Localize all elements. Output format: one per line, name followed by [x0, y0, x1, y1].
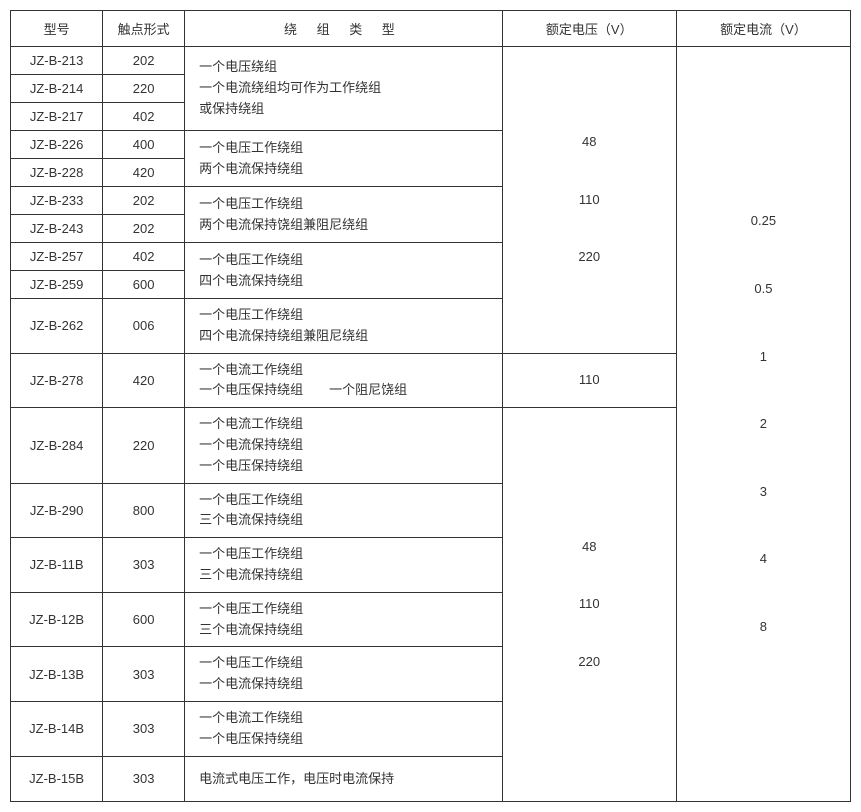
cell-model: JZ-B-278	[11, 353, 103, 408]
header-row: 型号 触点形式 绕 组 类 型 额定电压（V） 额定电流（V）	[11, 11, 851, 47]
cell-model: JZ-B-259	[11, 271, 103, 299]
cell-model: JZ-B-243	[11, 215, 103, 243]
col-header-current: 额定电流（V）	[676, 11, 850, 47]
cell-model: JZ-B-213	[11, 47, 103, 75]
cell-contact: 303	[103, 701, 185, 756]
cell-model: JZ-B-284	[11, 408, 103, 483]
cell-contact: 303	[103, 538, 185, 593]
cell-winding: 一个电压工作绕组三个电流保持绕组	[185, 538, 503, 593]
cell-winding: 一个电压工作绕组三个电流保持绕组	[185, 483, 503, 538]
cell-contact: 800	[103, 483, 185, 538]
cell-winding: 一个电压工作绕组四个电流保持绕组兼阻尼绕组	[185, 299, 503, 354]
cell-winding: 一个电压工作绕组两个电流保持饶组兼阻尼绕组	[185, 187, 503, 243]
cell-model: JZ-B-214	[11, 75, 103, 103]
cell-contact: 202	[103, 215, 185, 243]
cell-voltage: 110	[502, 353, 676, 408]
cell-winding: 一个电流工作绕组一个电流保持绕组一个电压保持绕组	[185, 408, 503, 483]
cell-contact: 220	[103, 408, 185, 483]
spec-table: 型号 触点形式 绕 组 类 型 额定电压（V） 额定电流（V） JZ-B-213…	[10, 10, 851, 802]
cell-winding: 电流式电压工作，电压时电流保持	[185, 756, 503, 802]
cell-model: JZ-B-257	[11, 243, 103, 271]
col-header-contact: 触点形式	[103, 11, 185, 47]
cell-contact: 420	[103, 353, 185, 408]
cell-model: JZ-B-14B	[11, 701, 103, 756]
cell-model: JZ-B-262	[11, 299, 103, 354]
table-row: JZ-B-213 202 一个电压绕组一个电流绕组均可作为工作绕组或保持绕组 4…	[11, 47, 851, 75]
cell-contact: 202	[103, 47, 185, 75]
cell-current: 0.25 0.5 1 2 3 4 8	[676, 47, 850, 802]
cell-winding: 一个电压工作绕组一个电流保持绕组	[185, 647, 503, 702]
cell-model: JZ-B-13B	[11, 647, 103, 702]
col-header-model: 型号	[11, 11, 103, 47]
cell-contact: 220	[103, 75, 185, 103]
cell-model: JZ-B-217	[11, 103, 103, 131]
cell-voltage: 48 110 220	[502, 47, 676, 354]
cell-winding: 一个电压工作绕组四个电流保持绕组	[185, 243, 503, 299]
col-header-winding: 绕 组 类 型	[185, 11, 503, 47]
cell-voltage: 48 110 220	[502, 408, 676, 802]
cell-model: JZ-B-290	[11, 483, 103, 538]
col-header-voltage: 额定电压（V）	[502, 11, 676, 47]
cell-model: JZ-B-228	[11, 159, 103, 187]
cell-contact: 600	[103, 592, 185, 647]
col-header-winding-text: 绕 组 类 型	[284, 22, 403, 37]
cell-model: JZ-B-12B	[11, 592, 103, 647]
cell-model: JZ-B-233	[11, 187, 103, 215]
cell-contact: 420	[103, 159, 185, 187]
cell-model: JZ-B-15B	[11, 756, 103, 802]
cell-model: JZ-B-226	[11, 131, 103, 159]
cell-contact: 006	[103, 299, 185, 354]
cell-contact: 303	[103, 756, 185, 802]
cell-winding: 一个电压工作绕组三个电流保持绕组	[185, 592, 503, 647]
cell-winding: 一个电压绕组一个电流绕组均可作为工作绕组或保持绕组	[185, 47, 503, 131]
cell-contact: 402	[103, 243, 185, 271]
cell-contact: 400	[103, 131, 185, 159]
cell-contact: 600	[103, 271, 185, 299]
cell-winding: 一个电流工作绕组一个电压保持绕组	[185, 701, 503, 756]
cell-model: JZ-B-11B	[11, 538, 103, 593]
cell-winding: 一个电流工作绕组一个电压保持绕组 一个阻尼饶组	[185, 353, 503, 408]
cell-contact: 303	[103, 647, 185, 702]
cell-winding: 一个电压工作绕组两个电流保持绕组	[185, 131, 503, 187]
cell-contact: 402	[103, 103, 185, 131]
cell-contact: 202	[103, 187, 185, 215]
